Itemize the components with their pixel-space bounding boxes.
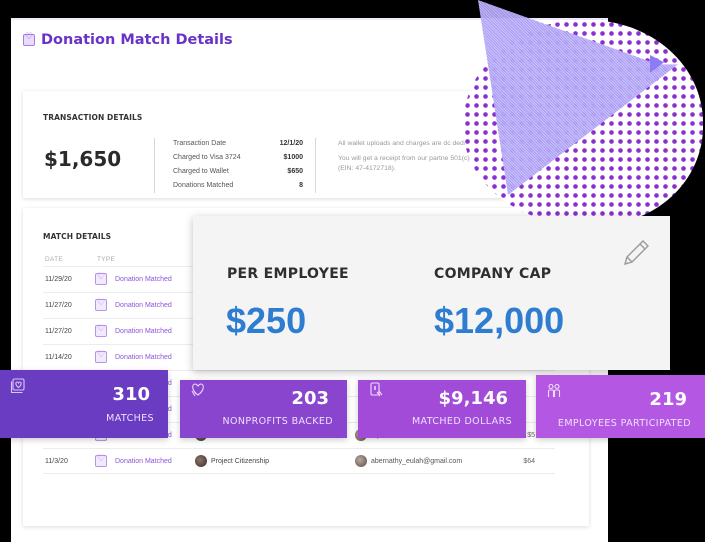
donation-heart-icon [95,297,107,311]
tax-note: All wallet uploads and charges are dc de… [338,139,518,179]
detail-row: Charged to Wallet $650 [173,164,303,178]
stat-value: $9,146 [438,388,508,409]
detail-label: Donations Matched [173,181,234,189]
row-date: 11/27/20 [45,328,72,335]
table-row[interactable]: 11/3/20 Donation Matched Project Citizen… [43,448,555,474]
people-icon [547,383,561,397]
divider [315,138,316,193]
stat-value: 219 [649,389,687,410]
tax-note-line-1: All wallet uploads and charges are dc de… [338,140,486,147]
row-email: abernathy_eulah@gmail.com [371,458,463,465]
row-nonprofit: Project Citizenship [211,458,269,465]
per-employee-label: PER EMPLOYEE [227,266,349,282]
transaction-total: $1,650 [44,147,122,171]
row-type-link[interactable]: Donation Matched [115,354,172,361]
detail-row: Transaction Date 12/1/20 [173,136,303,150]
row-type-link[interactable]: Donation Matched [115,328,172,335]
nonprofit-avatar [195,455,207,467]
row-date: 11/3/20 [45,458,68,465]
detail-row: Charged to Visa 3724 $1000 [173,150,303,164]
row-type-link[interactable]: Donation Matched [115,302,172,309]
match-policy-card: PER EMPLOYEE $250 COMPANY CAP $12,000 [193,216,670,370]
donation-heart-icon [95,349,107,363]
stat-label: MATCHED DOLLARS [411,416,512,427]
donation-heart-icon [10,378,25,394]
stat-label: EMPLOYEES PARTICIPATED [557,418,691,429]
stat-value: 310 [112,384,150,405]
detail-label: Transaction Date [173,139,227,147]
per-employee-value: $250 [226,300,307,341]
company-cap-value: $12,000 [434,300,565,341]
stat-card-employees: 219 EMPLOYEES PARTICIPATED [536,375,705,438]
company-cap-label: COMPANY CAP [434,266,552,282]
donation-heart-icon [95,271,107,285]
detail-value: $650 [287,167,303,175]
row-amount: $5 [527,432,535,439]
heart-hand-icon [191,383,204,397]
employee-avatar [355,455,367,467]
detail-value: 12/1/20 [279,139,303,147]
stat-label: MATCHES [106,413,154,424]
row-type-link[interactable]: Donation Matched [115,276,172,283]
stat-label: NONPROFITS BACKED [222,416,333,427]
page-title: Donation Match Details [23,32,233,48]
detail-value: $1000 [283,153,303,161]
divider [154,138,155,193]
transaction-section-label: TRANSACTION DETAILS [43,113,143,122]
row-date: 11/27/20 [45,302,72,309]
stat-card-matches: 310 MATCHES [0,370,168,438]
donation-heart-icon [95,453,107,467]
phone-dollar-icon [370,382,383,397]
column-header-date: DATE [45,256,64,263]
row-type-link[interactable]: Donation Matched [115,458,172,465]
stat-card-nonprofits: 203 NONPROFITS BACKED [180,380,347,438]
column-header-type: TYPE [97,256,116,263]
stat-card-matched-dollars: $9,146 MATCHED DOLLARS [358,380,526,438]
donation-heart-icon [95,323,107,337]
pencil-icon[interactable] [621,238,651,268]
row-amount: $64 [523,458,535,465]
transaction-detail-list: Transaction Date 12/1/20 Charged to Visa … [173,136,303,192]
detail-row: Donations Matched 8 [173,178,303,192]
tax-note-line-2: You will get a receipt from our partne 5… [338,155,502,172]
row-date: 11/14/20 [45,354,72,361]
detail-label: Charged to Visa 3724 [173,153,241,161]
donation-heart-icon [23,32,35,46]
detail-label: Charged to Wallet [173,167,229,175]
stat-value: 203 [291,388,329,409]
row-date: 11/29/20 [45,276,72,283]
detail-value: 8 [299,181,303,189]
match-section-label: MATCH DETAILS [43,232,112,241]
page-title-text: Donation Match Details [41,32,233,48]
